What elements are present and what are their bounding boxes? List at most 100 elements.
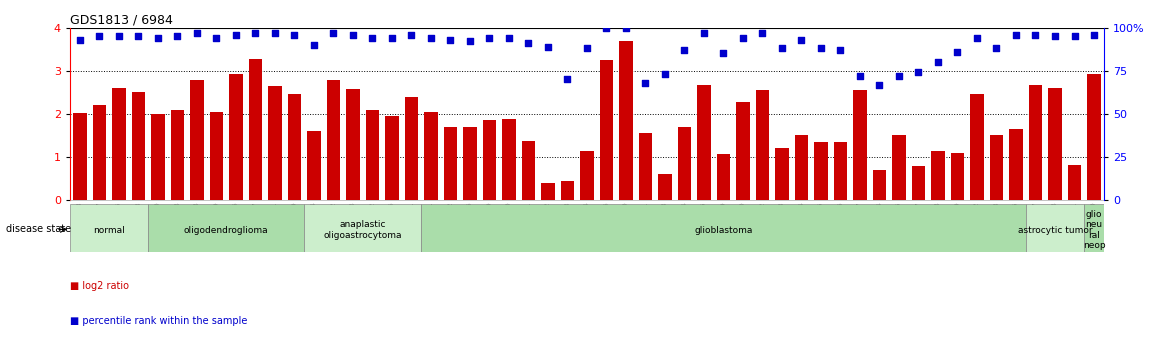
Point (558, 77, 577, 82)
Point (442, 37, 460, 42)
Point (812, 46, 830, 51)
Bar (951, 152, 965, 200)
Text: disease state: disease state (6, 225, 71, 234)
Text: astrocytic tumor: astrocytic tumor (1017, 226, 1092, 235)
Bar (307, 131, 321, 200)
Point (578, 46, 597, 51)
Text: normal: normal (93, 226, 125, 235)
Point (909, 70, 927, 75)
Bar (304, 204, 422, 252)
Bar (463, 127, 477, 200)
Bar (697, 85, 711, 200)
Point (110, 33, 128, 39)
Point (422, 35, 440, 41)
Bar (872, 170, 887, 200)
Point (948, 49, 967, 55)
Point (1007, 32, 1026, 37)
Text: glio
neu
ral
neop: glio neu ral neop (1083, 210, 1105, 250)
Bar (541, 183, 555, 200)
Text: oligodendroglioma: oligodendroglioma (183, 226, 269, 235)
Point (637, 80, 655, 86)
Bar (971, 95, 983, 200)
Bar (639, 133, 652, 200)
Bar (931, 150, 945, 200)
Bar (112, 88, 126, 200)
Point (363, 35, 382, 41)
Text: ■ log2 ratio: ■ log2 ratio (70, 282, 130, 291)
Point (1027, 32, 1045, 37)
Point (70, 37, 89, 42)
Point (967, 35, 986, 41)
Bar (444, 127, 457, 200)
Bar (424, 112, 438, 200)
Point (890, 73, 909, 79)
Point (714, 51, 732, 56)
Bar (989, 136, 1003, 200)
Point (324, 30, 342, 36)
Point (1045, 33, 1064, 39)
Text: glioblastoma: glioblastoma (694, 226, 752, 235)
Point (168, 33, 187, 39)
Bar (502, 119, 516, 200)
Bar (1048, 88, 1062, 200)
Bar (580, 150, 593, 200)
Bar (1087, 74, 1100, 200)
Bar (190, 80, 203, 200)
Bar (148, 204, 304, 252)
Point (792, 37, 811, 42)
Point (227, 32, 245, 37)
Point (695, 30, 714, 36)
Point (929, 59, 947, 65)
Point (519, 40, 537, 46)
Bar (1068, 165, 1082, 200)
Point (188, 30, 207, 36)
Bar (1009, 129, 1023, 200)
Point (402, 32, 420, 37)
Bar (776, 148, 788, 200)
Text: GDS1813 / 6984: GDS1813 / 6984 (70, 13, 173, 27)
Bar (229, 74, 243, 200)
Bar (912, 166, 925, 200)
Point (753, 30, 772, 36)
Point (675, 47, 694, 53)
Bar (794, 136, 808, 200)
Point (538, 44, 557, 49)
Bar (74, 113, 86, 200)
Bar (404, 97, 418, 200)
Point (128, 33, 147, 39)
Point (148, 35, 167, 41)
Point (1085, 32, 1104, 37)
Bar (385, 116, 398, 200)
Bar (677, 127, 691, 200)
Bar (287, 93, 301, 200)
Bar (561, 181, 575, 200)
Point (987, 46, 1006, 51)
Point (850, 73, 869, 79)
Bar (151, 114, 165, 200)
Point (870, 82, 889, 87)
Bar (1026, 204, 1084, 252)
Point (246, 30, 265, 36)
Point (734, 35, 752, 41)
Bar (522, 141, 535, 200)
Point (597, 25, 616, 30)
Text: anaplastic
oligoastrocytoma: anaplastic oligoastrocytoma (324, 220, 402, 240)
Point (617, 25, 635, 30)
Bar (717, 154, 730, 200)
Point (265, 30, 284, 36)
Bar (1084, 204, 1104, 252)
Bar (619, 41, 633, 200)
Bar (209, 112, 223, 200)
Bar (834, 142, 847, 200)
Point (832, 47, 850, 53)
Bar (853, 90, 867, 200)
Point (383, 35, 402, 41)
Point (305, 42, 324, 48)
Point (500, 35, 519, 41)
Point (772, 46, 791, 51)
Point (460, 39, 479, 44)
Bar (814, 142, 828, 200)
Bar (366, 110, 380, 200)
Bar (267, 86, 281, 200)
Bar (599, 60, 613, 200)
